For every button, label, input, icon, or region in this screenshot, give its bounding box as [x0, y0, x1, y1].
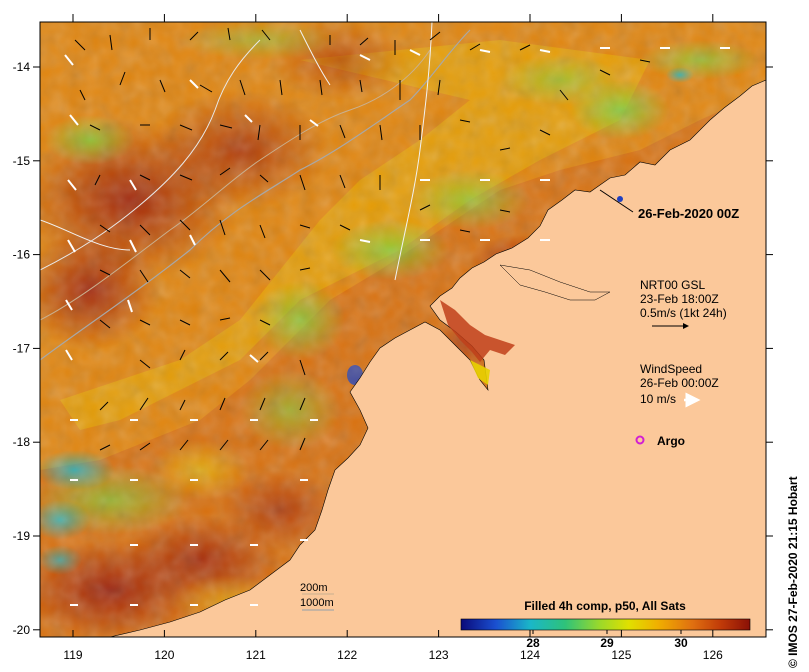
lon-tick-label: 122: [337, 648, 357, 662]
wind-legend: WindSpeed 26-Feb 00:00Z 10 m/s: [640, 362, 719, 408]
land-mass: [109, 79, 766, 637]
sst-field: [40, 22, 766, 637]
date-pointer-marker: [617, 196, 623, 202]
lon-tick-label: 123: [429, 648, 449, 662]
wind-legend-line2: 26-Feb 00:00Z: [640, 376, 719, 390]
latitude-axis: -14 -15 -16 -17 -18 -19 -20: [13, 60, 773, 637]
lat-tick-label: -16: [13, 248, 31, 262]
argo-legend: Argo: [635, 434, 685, 448]
date-pointer-line: [599, 189, 634, 213]
depth-1000-label: 1000m: [300, 597, 334, 609]
longitude-axis: 119 120 121 122 123 124 125 126: [63, 14, 723, 662]
wind-legend-line3: 10 m/s: [640, 392, 676, 406]
lat-tick-label: -19: [13, 529, 31, 543]
colorbar-tick-label: 29: [600, 636, 614, 650]
lat-tick-label: -17: [13, 341, 31, 355]
lon-tick-label: 124: [520, 648, 540, 662]
colorbar-title: Filled 4h comp, p50, All Sats: [524, 599, 686, 613]
current-legend-line2: 23-Feb 18:00Z: [640, 292, 719, 306]
date-label: 26-Feb-2020 00Z: [638, 206, 739, 221]
lon-tick-label: 120: [154, 648, 174, 662]
lat-tick-label: -20: [13, 623, 31, 637]
argo-marker-icon: [635, 435, 645, 445]
wind-legend-line1: WindSpeed: [640, 362, 702, 376]
depth-200-label: 200m: [300, 582, 328, 594]
argo-label: Argo: [657, 434, 685, 448]
current-vectors: [74, 27, 651, 451]
colorbar-tick-label: 30: [674, 636, 688, 650]
colorbar-gradient: [460, 618, 751, 631]
colorbar: Filled 4h comp, p50, All Sats 28 29 30: [460, 599, 751, 650]
plot-frame: [39, 21, 767, 638]
wind-vectors: [64, 47, 730, 606]
current-legend: NRT00 GSL 23-Feb 18:00Z 0.5m/s (1kt 24h): [640, 278, 727, 329]
colorbar-ticks: 28 29 30: [526, 630, 688, 650]
lat-tick-label: -14: [13, 60, 31, 74]
lon-tick-label: 121: [246, 648, 266, 662]
current-legend-line1: NRT00 GSL: [640, 278, 705, 292]
lat-tick-label: -18: [13, 435, 31, 449]
depth-legend: 200m 1000m: [300, 582, 334, 611]
lat-tick-label: -15: [13, 154, 31, 168]
credit-text: © IMOS 27-Feb-2020 21:15 Hobart: [786, 476, 800, 668]
lon-tick-label: 126: [703, 648, 723, 662]
current-legend-line3: 0.5m/s (1kt 24h): [640, 306, 727, 320]
lon-tick-label: 125: [611, 648, 631, 662]
lon-tick-label: 119: [63, 648, 82, 662]
colorbar-tick-label: 28: [526, 636, 540, 650]
